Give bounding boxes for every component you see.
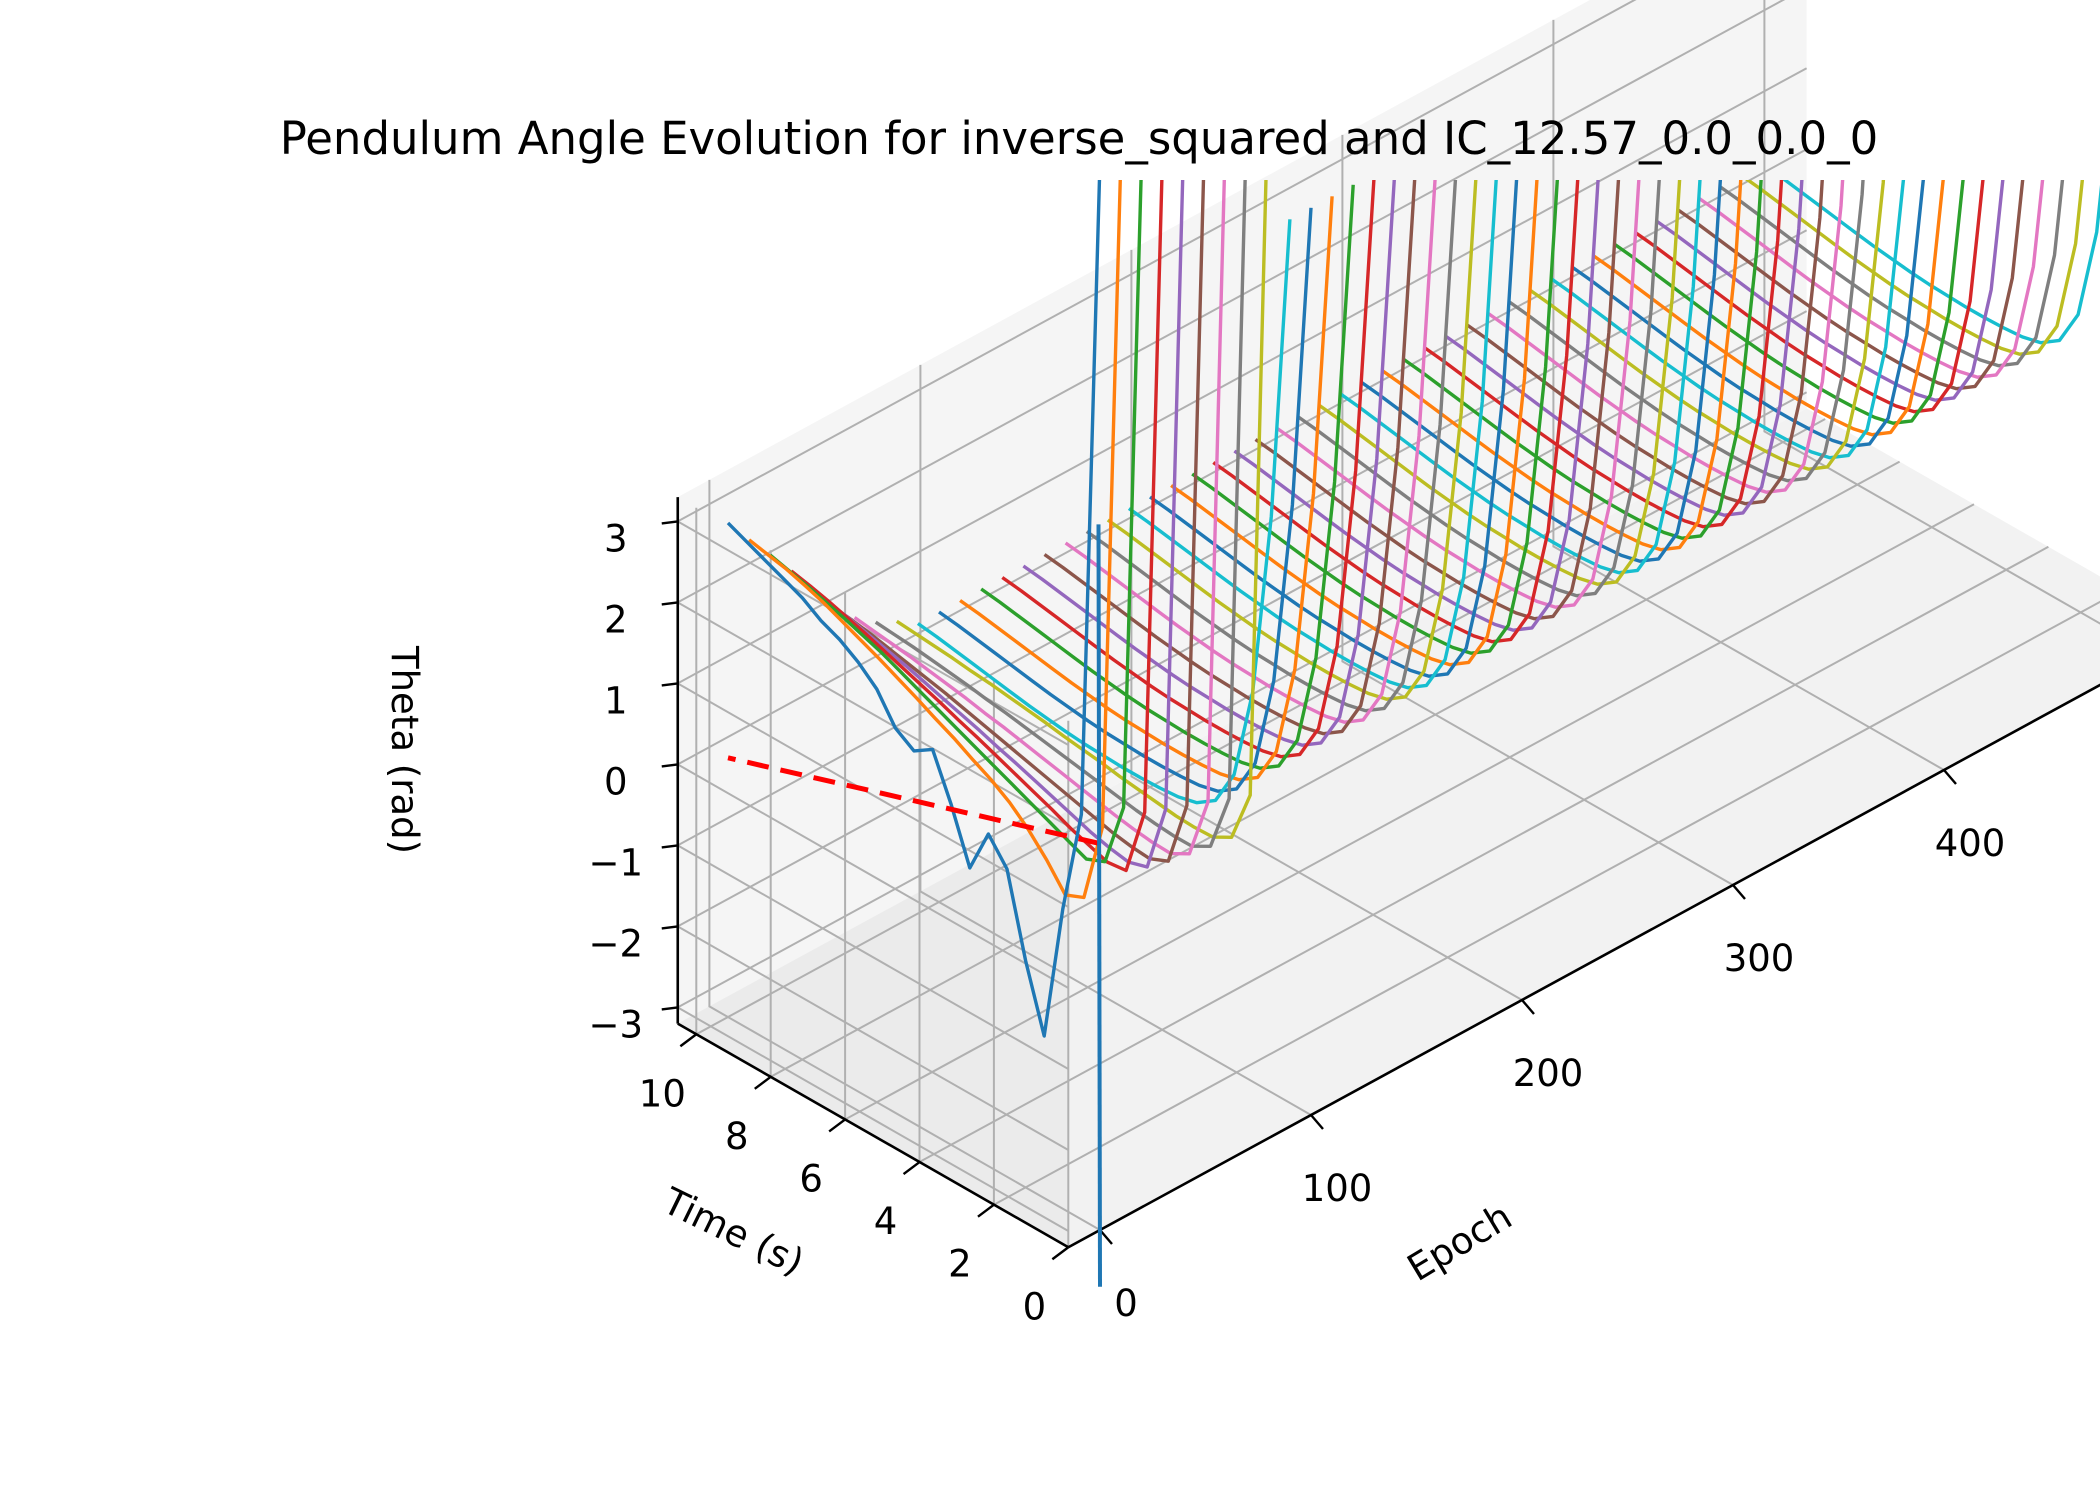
theta-tick-mark: [661, 844, 678, 849]
time-tick-label: 0: [1023, 1285, 1047, 1328]
time-tick-mark: [1051, 1246, 1070, 1261]
series-line-epoch-460: [1697, 180, 2045, 379]
time-tick-mark: [902, 1161, 921, 1176]
epoch-tick-mark: [1099, 1229, 1113, 1245]
series-line-epoch-240: [1233, 180, 1600, 632]
series-line-epoch-450: [1676, 180, 2025, 391]
epoch-tick-mark: [1943, 769, 1957, 785]
series-line-epoch-70: [874, 180, 1247, 848]
grid-line-epoch: [1130, 249, 1523, 1001]
epoch-tick-label: 200: [1513, 1052, 1584, 1095]
series-line-epoch-340: [1444, 180, 1804, 517]
series-line-epoch-480: [1744, 180, 2085, 356]
series-line-epoch-440: [1655, 180, 2005, 402]
series-line-epoch-210: [1170, 180, 1539, 667]
series-line-epoch-250: [1254, 180, 1621, 621]
grid-line-epoch: [1341, 134, 1734, 886]
series-group: [726, 180, 2100, 1287]
series-line-epoch-50: [832, 180, 1206, 863]
theta-tick-mark: [661, 763, 678, 768]
series-line-epoch-380: [1528, 180, 1886, 471]
time-tick-mark: [679, 1033, 698, 1048]
series-line-epoch-190: [1127, 180, 1498, 690]
divergent-line: [1096, 524, 1102, 1287]
series-line-epoch-290: [1338, 180, 1702, 575]
x-axis-title: Epoch: [1400, 1195, 1519, 1290]
time-tick-mark: [754, 1075, 772, 1090]
epoch-tick-label: 300: [1724, 937, 1795, 980]
theta-tick-mark: [661, 925, 678, 930]
time-tick-label: 4: [874, 1200, 898, 1243]
epoch-axis-line: [1067, 683, 2100, 1249]
reference-line: [727, 755, 1101, 847]
theta-tick-mark: [661, 1006, 678, 1011]
series-line-epoch-20: [769, 180, 1143, 864]
epoch-tick-label: 0: [1114, 1282, 1138, 1325]
series-line-epoch-200: [1149, 180, 1519, 678]
series-line-epoch-40: [811, 180, 1185, 869]
time-tick-label: 2: [948, 1243, 972, 1286]
series-line-epoch-470: [1718, 180, 2065, 368]
theta-tick-label: 3: [604, 517, 628, 560]
chart-title: Pendulum Angle Evolution for inverse_squ…: [280, 112, 1879, 165]
theta-tick-mark: [661, 520, 678, 525]
theta-tick-mark: [661, 682, 678, 687]
series-line-epoch-490: [1782, 180, 2100, 345]
epoch-tick-mark: [1732, 884, 1746, 900]
z-axis-title: Theta (rad): [383, 645, 426, 854]
grid-line-epoch: [1552, 19, 1945, 771]
series-line-epoch-370: [1507, 180, 1865, 483]
series-line-epoch-220: [1191, 180, 1560, 655]
axis-lines: [661, 497, 2100, 1261]
theta-tick-label: 1: [604, 679, 628, 722]
series-line-epoch-300: [1360, 180, 1723, 563]
series-line-epoch-320: [1402, 180, 1763, 540]
time-axis-line: [677, 1022, 1069, 1249]
series-line-epoch-360: [1486, 180, 1845, 494]
series-line-epoch-170: [1085, 180, 1458, 713]
grid-line-epoch: [1763, 0, 2100, 625]
time-tick-label: 8: [725, 1115, 749, 1158]
series-line-epoch-420: [1613, 180, 1965, 425]
axis-panes: [677, 0, 2100, 1248]
series-line-epoch-30: [790, 180, 1164, 873]
y-axis-title: Time (s): [656, 1179, 811, 1284]
series-line-epoch-260: [1275, 180, 1641, 609]
theta-tick-label: −3: [588, 1003, 643, 1046]
theta-tick-label: −1: [588, 841, 643, 884]
theta-tick-mark: [661, 601, 678, 606]
series-line-epoch-410: [1592, 180, 1945, 437]
series-line-epoch-400: [1571, 180, 1925, 448]
theta-tick-label: 2: [604, 598, 628, 641]
theta-tick-label: 0: [604, 760, 628, 803]
time-tick-label: 6: [799, 1157, 823, 1200]
series-line-epoch-330: [1423, 180, 1784, 529]
series-line-epoch-270: [1296, 180, 1661, 598]
grid-line-epoch: [708, 479, 1101, 1231]
epoch-tick-mark: [1521, 999, 1535, 1015]
epoch-tick-mark: [1310, 1114, 1324, 1130]
series-line-epoch-310: [1381, 180, 1743, 552]
series-line-epoch-180: [1106, 180, 1478, 701]
epoch-tick-label: 100: [1302, 1167, 1373, 1210]
series-line-epoch-0: [726, 180, 1102, 1038]
time-tick-label: 10: [639, 1072, 686, 1115]
series-line-epoch-10: [748, 180, 1122, 900]
theta-tick-label: −2: [588, 922, 643, 965]
series-line-epoch-350: [1465, 180, 1824, 506]
series-line-epoch-280: [1317, 180, 1682, 586]
time-tick-mark: [977, 1203, 995, 1218]
series-line-epoch-60: [853, 180, 1226, 856]
epoch-tick-label: 400: [1935, 822, 2006, 865]
series-line-epoch-390: [1549, 180, 1906, 460]
series-line-epoch-430: [1634, 180, 1985, 414]
time-tick-mark: [828, 1118, 846, 1133]
series-line-epoch-230: [1212, 180, 1580, 644]
